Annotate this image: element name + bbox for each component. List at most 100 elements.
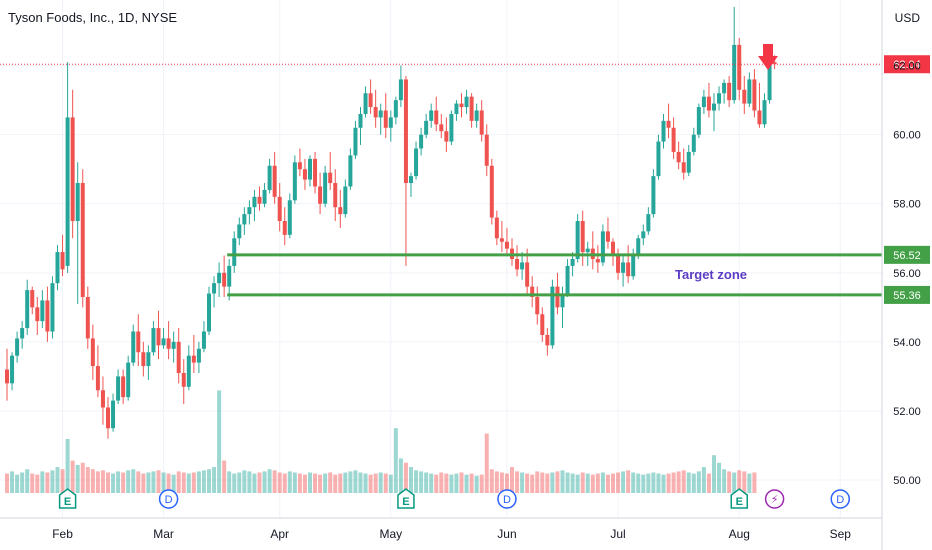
- candle[interactable]: [196, 341, 201, 373]
- candle[interactable]: [686, 145, 691, 177]
- candle[interactable]: [186, 345, 191, 391]
- candle[interactable]: [60, 234, 65, 277]
- candle[interactable]: [727, 75, 732, 108]
- candle[interactable]: [70, 89, 75, 239]
- candle[interactable]: [90, 324, 95, 380]
- candle[interactable]: [474, 103, 479, 128]
- candle[interactable]: [373, 89, 378, 128]
- candle[interactable]: [85, 286, 90, 349]
- event-markers[interactable]: E D E D E ⚡ D: [58, 488, 850, 509]
- candle[interactable]: [156, 310, 161, 360]
- candle[interactable]: [95, 345, 100, 398]
- event-marker-split[interactable]: ⚡: [764, 489, 785, 509]
- candle[interactable]: [302, 158, 307, 190]
- candle[interactable]: [661, 113, 666, 149]
- candle[interactable]: [646, 207, 651, 235]
- candle[interactable]: [247, 200, 252, 225]
- candle[interactable]: [626, 245, 631, 284]
- candle[interactable]: [207, 286, 211, 335]
- candle[interactable]: [338, 189, 343, 228]
- candle[interactable]: [449, 110, 454, 146]
- candle[interactable]: [600, 224, 605, 266]
- candle[interactable]: [80, 169, 85, 308]
- candle[interactable]: [757, 82, 762, 128]
- candle[interactable]: [75, 162, 80, 304]
- candle[interactable]: [454, 100, 459, 121]
- candle[interactable]: [459, 93, 464, 118]
- candle[interactable]: [444, 117, 449, 152]
- candle[interactable]: [515, 245, 520, 277]
- candle[interactable]: [111, 393, 116, 432]
- candle[interactable]: [297, 148, 302, 177]
- candle[interactable]: [262, 183, 267, 208]
- candle[interactable]: [520, 252, 525, 280]
- candle[interactable]: [368, 79, 373, 114]
- candle[interactable]: [666, 103, 671, 139]
- event-marker-earnings[interactable]: E: [397, 488, 415, 509]
- candle[interactable]: [116, 369, 121, 405]
- candle[interactable]: [621, 255, 626, 287]
- candle[interactable]: [722, 79, 727, 104]
- candle[interactable]: [328, 151, 333, 190]
- candle[interactable]: [35, 296, 40, 335]
- candle[interactable]: [414, 141, 419, 180]
- candle[interactable]: [464, 89, 469, 114]
- candle[interactable]: [20, 321, 25, 349]
- candle[interactable]: [398, 65, 403, 108]
- candle[interactable]: [565, 259, 570, 297]
- event-marker-earnings[interactable]: E: [730, 488, 748, 509]
- candle[interactable]: [737, 37, 742, 101]
- candle[interactable]: [55, 245, 60, 291]
- candle[interactable]: [217, 262, 222, 297]
- candle[interactable]: [176, 328, 181, 384]
- candle[interactable]: [545, 328, 550, 356]
- candle[interactable]: [732, 6, 737, 104]
- candle[interactable]: [106, 397, 110, 439]
- candle[interactable]: [388, 110, 393, 142]
- candle[interactable]: [287, 193, 292, 239]
- candle[interactable]: [363, 86, 368, 118]
- candle[interactable]: [146, 345, 151, 380]
- candle[interactable]: [212, 276, 217, 308]
- candle[interactable]: [121, 369, 126, 405]
- support-levels[interactable]: 56.52 55.36: [227, 245, 930, 304]
- candle[interactable]: [318, 172, 323, 215]
- candle[interactable]: [419, 127, 424, 156]
- candle[interactable]: [267, 158, 272, 194]
- candle[interactable]: [232, 231, 237, 273]
- candle[interactable]: [201, 321, 206, 353]
- candle[interactable]: [292, 155, 297, 204]
- candle[interactable]: [252, 189, 257, 222]
- candle[interactable]: [712, 93, 716, 132]
- candle[interactable]: [393, 96, 398, 125]
- candle[interactable]: [434, 96, 439, 132]
- candle[interactable]: [696, 103, 701, 139]
- candle[interactable]: [611, 238, 615, 266]
- candle[interactable]: [671, 117, 676, 159]
- candle[interactable]: [429, 103, 434, 128]
- candle[interactable]: [540, 307, 545, 342]
- candle[interactable]: [469, 93, 474, 128]
- candle[interactable]: [313, 151, 318, 194]
- candle[interactable]: [605, 217, 610, 249]
- candle[interactable]: [676, 141, 681, 170]
- price-axis[interactable]: 50.00 52.00 54.00 56.00 58.00 60.00 62.00: [893, 61, 921, 487]
- candle[interactable]: [409, 172, 413, 197]
- candle[interactable]: [353, 120, 358, 159]
- candle[interactable]: [166, 321, 171, 360]
- event-marker-dividend[interactable]: D: [158, 489, 179, 509]
- candle[interactable]: [277, 183, 282, 232]
- candle[interactable]: [136, 314, 141, 367]
- candle[interactable]: [348, 148, 353, 190]
- candle[interactable]: [222, 255, 227, 297]
- candle[interactable]: [151, 321, 156, 356]
- candle[interactable]: [65, 62, 70, 273]
- candle[interactable]: [237, 217, 242, 246]
- candle[interactable]: [40, 290, 45, 329]
- candle[interactable]: [742, 75, 747, 114]
- candle[interactable]: [323, 165, 328, 208]
- candle[interactable]: [272, 151, 277, 204]
- candle[interactable]: [747, 72, 752, 108]
- candle[interactable]: [131, 324, 136, 367]
